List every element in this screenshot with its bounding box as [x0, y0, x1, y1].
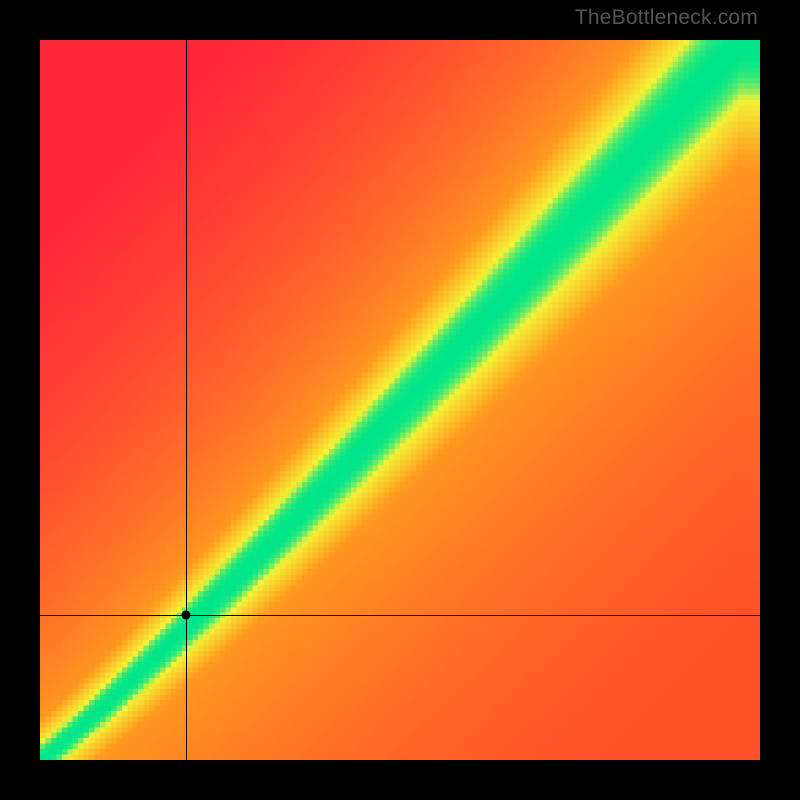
- marker-point: [182, 611, 191, 620]
- crosshair-vertical: [186, 40, 187, 760]
- watermark-text: TheBottleneck.com: [575, 6, 758, 30]
- heatmap-plot: [40, 40, 760, 760]
- heatmap-canvas: [40, 40, 760, 760]
- crosshair-horizontal: [40, 615, 760, 616]
